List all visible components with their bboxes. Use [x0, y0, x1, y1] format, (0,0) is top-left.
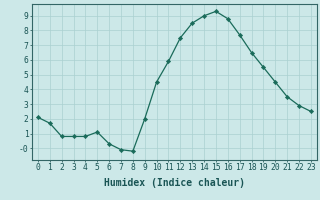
X-axis label: Humidex (Indice chaleur): Humidex (Indice chaleur) — [104, 178, 245, 188]
